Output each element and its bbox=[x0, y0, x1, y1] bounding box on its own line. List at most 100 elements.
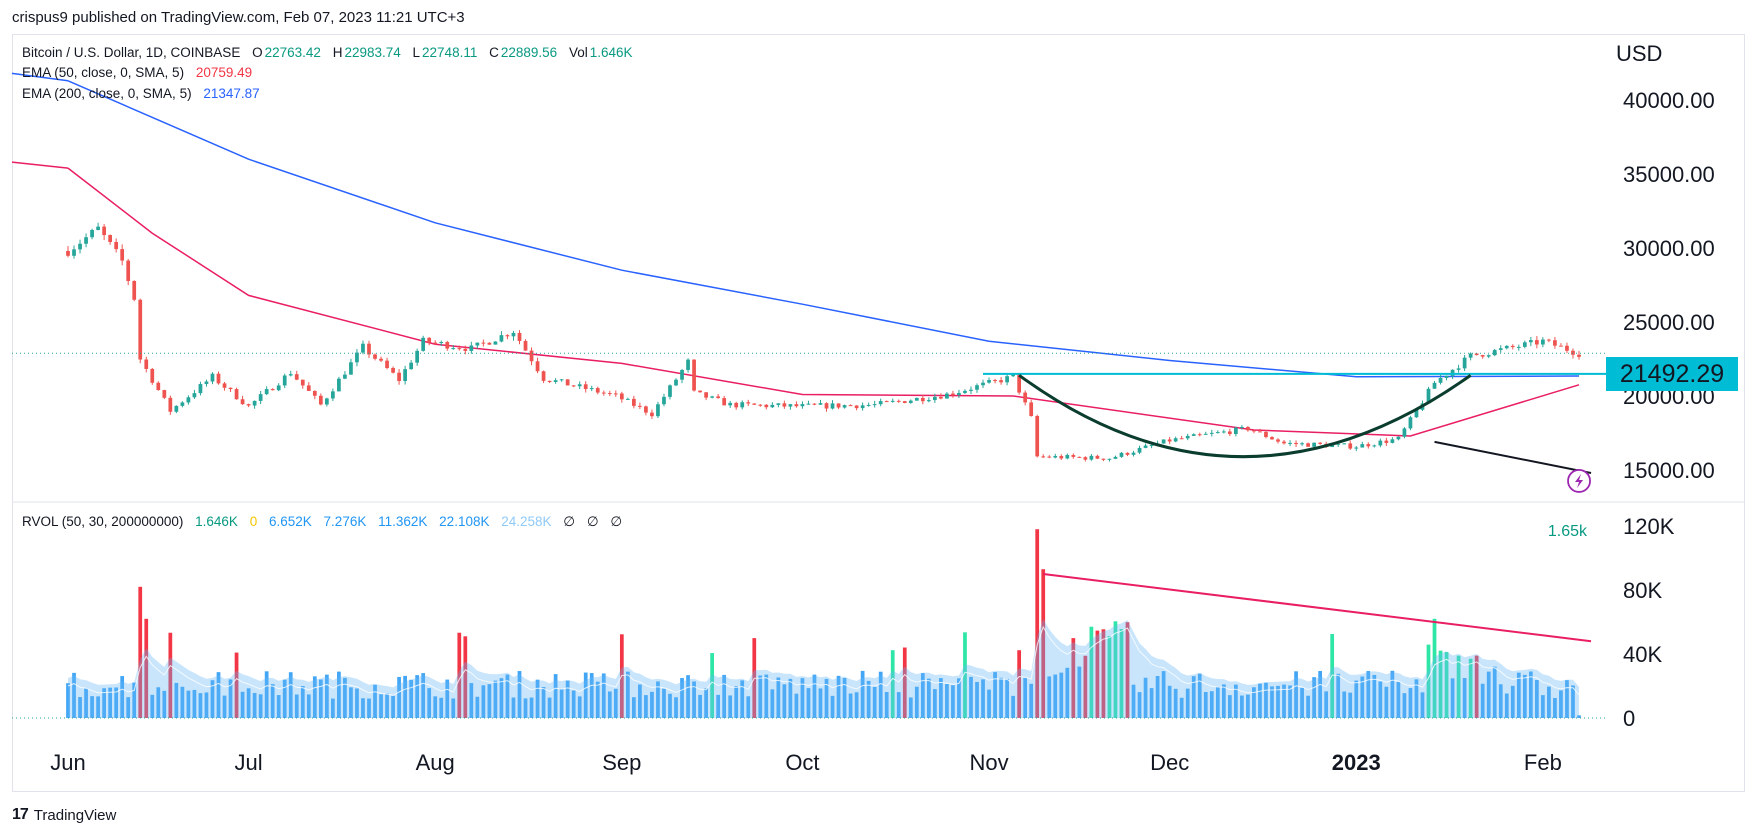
volume-tick-label: 80K bbox=[1623, 578, 1662, 603]
candle-body bbox=[1390, 439, 1395, 443]
candle-body bbox=[1498, 348, 1503, 350]
volume-bar bbox=[529, 697, 534, 718]
volume-bar bbox=[1155, 676, 1160, 718]
volume-bar bbox=[565, 680, 570, 718]
ema50-label: EMA (50, close, 0, SMA, 5) bbox=[22, 65, 185, 80]
candle-body bbox=[1402, 428, 1407, 437]
candle-body bbox=[842, 405, 847, 408]
candle-body bbox=[337, 378, 341, 392]
candle-body bbox=[704, 392, 708, 398]
volume-bar bbox=[607, 691, 612, 718]
candle-body bbox=[451, 348, 456, 350]
volume-bar bbox=[975, 681, 979, 718]
volume-bar bbox=[1029, 683, 1034, 718]
volume-bar bbox=[1107, 636, 1112, 718]
volume-bar bbox=[463, 636, 468, 718]
volume-bar bbox=[1101, 629, 1106, 718]
volume-bar bbox=[1474, 655, 1479, 718]
rvol-label: RVOL (50, 30, 200000000) bbox=[22, 514, 184, 529]
volume-bar bbox=[186, 690, 191, 718]
volume-bar bbox=[914, 686, 919, 718]
candle-body bbox=[1077, 456, 1082, 458]
candle-body bbox=[1059, 455, 1064, 459]
candle-body bbox=[1414, 409, 1419, 418]
volume-bar bbox=[866, 680, 871, 718]
volume-bar bbox=[385, 693, 389, 718]
volume-bar bbox=[367, 698, 371, 718]
volume-bar bbox=[818, 688, 823, 718]
volume-area bbox=[12, 619, 1606, 719]
candle-body bbox=[644, 406, 648, 413]
volume-bar bbox=[1318, 670, 1323, 718]
rvol-value-7: 24.258K bbox=[501, 514, 552, 529]
candle-body bbox=[1071, 455, 1076, 457]
volume-bar bbox=[782, 684, 787, 718]
volume-bar bbox=[1559, 690, 1563, 718]
volume-bar bbox=[234, 652, 239, 718]
volume-bar bbox=[1221, 684, 1226, 718]
volume-bar bbox=[1143, 677, 1148, 718]
volume-bar bbox=[324, 674, 329, 718]
candle-body bbox=[1107, 458, 1112, 460]
price-tick-label: 25000.00 bbox=[1623, 310, 1715, 335]
candle-body bbox=[583, 384, 588, 390]
volume-bar bbox=[1348, 692, 1353, 718]
rvol-value-6: 22.108K bbox=[439, 514, 490, 529]
candle-body bbox=[625, 398, 630, 400]
volume-bar bbox=[824, 678, 829, 718]
candle-body bbox=[818, 403, 823, 405]
volume-bar bbox=[722, 674, 727, 718]
month-label: Sep bbox=[602, 750, 641, 775]
volume-bar bbox=[872, 686, 877, 718]
volume-tick-label: 0 bbox=[1623, 706, 1635, 731]
volume-bar bbox=[475, 696, 480, 718]
candle-body bbox=[884, 401, 889, 403]
candle-body bbox=[1252, 430, 1256, 432]
volume-bar bbox=[511, 697, 516, 718]
volume-bar bbox=[933, 689, 937, 718]
volume-bar bbox=[1336, 673, 1341, 718]
volume-bar bbox=[680, 678, 684, 718]
candle-body bbox=[1029, 402, 1034, 416]
candle-body bbox=[138, 299, 143, 360]
volume-bar bbox=[577, 696, 582, 718]
candle-body bbox=[505, 335, 510, 337]
volume-bar bbox=[349, 687, 353, 718]
candle-body bbox=[824, 403, 829, 409]
volume-bar bbox=[1053, 674, 1058, 718]
candle-body bbox=[349, 362, 353, 375]
volume-bar bbox=[1444, 652, 1449, 718]
volume-bar bbox=[126, 697, 131, 718]
candle-body bbox=[204, 381, 209, 385]
open-label: O bbox=[252, 45, 263, 60]
volume-bar bbox=[1258, 683, 1262, 718]
candle-body bbox=[1270, 437, 1274, 440]
ema50-legend: EMA (50, close, 0, SMA, 5) 20759.49 bbox=[22, 65, 254, 80]
candle-body bbox=[475, 342, 480, 346]
volume-bar bbox=[1089, 626, 1094, 718]
volume-bar bbox=[920, 673, 925, 718]
volume-bar bbox=[1161, 671, 1166, 718]
volume-bar bbox=[800, 678, 805, 718]
price-tag: 21492.29 bbox=[1606, 357, 1738, 391]
candle-body bbox=[1318, 442, 1323, 444]
volume-bar bbox=[1131, 684, 1136, 718]
volume-bar bbox=[1486, 671, 1491, 718]
volume-bar bbox=[150, 694, 155, 718]
volume-bar bbox=[740, 680, 745, 718]
candle-body bbox=[1396, 436, 1401, 440]
candle-body bbox=[692, 359, 696, 391]
candle-body bbox=[1227, 431, 1232, 435]
candle-body bbox=[1011, 374, 1015, 377]
volume-bar bbox=[963, 632, 967, 718]
close-label: C bbox=[489, 45, 499, 60]
candle-body bbox=[601, 392, 606, 394]
month-label: 2023 bbox=[1332, 750, 1381, 775]
candle-body bbox=[1360, 444, 1365, 448]
rvol-value-9: ∅ bbox=[586, 514, 599, 529]
candle-body bbox=[710, 396, 714, 398]
candle-body bbox=[1065, 455, 1070, 459]
volume-bar bbox=[216, 672, 221, 718]
volume-bar bbox=[1528, 671, 1533, 718]
